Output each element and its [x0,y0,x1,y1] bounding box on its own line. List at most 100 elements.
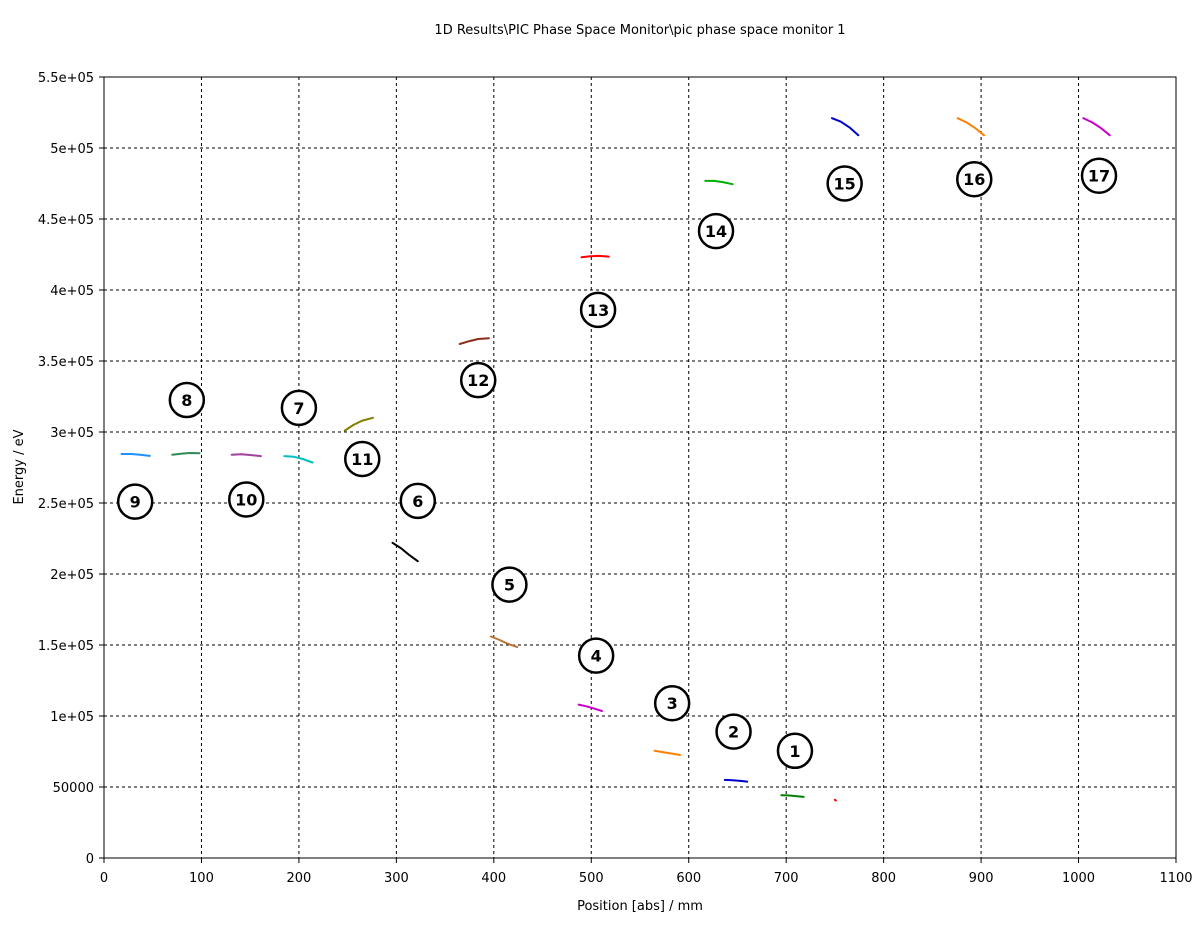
series-line-4 [653,749,681,756]
y-tick-label: 2e+05 [50,568,94,583]
series-line-9 [283,455,314,464]
series-line-12 [120,453,151,457]
annotation-marker-3: 3 [653,684,691,722]
annotation-circle [1080,157,1118,194]
annotation-circle [956,160,993,198]
series-line-8 [343,416,374,432]
annotation-label: 1 [789,742,800,761]
annotation-label: 7 [293,399,304,418]
series-line-13 [458,337,490,345]
annotation-marker-17: 17 [1080,157,1118,194]
annotation-marker-6: 6 [399,482,437,520]
x-tick-label: 200 [286,871,311,886]
series-line-1 [833,798,837,802]
annotation-label: 16 [963,170,985,189]
series-line-14 [580,254,610,259]
y-tick-label: 1.5e+05 [38,639,94,654]
x-tick-label: 300 [384,871,409,886]
x-tick-label: 400 [481,871,506,886]
plot-frame [103,76,1177,859]
x-tick-label: 800 [871,871,896,886]
annotation-label: 14 [705,222,727,241]
annotation-circle [826,165,863,202]
series-line-7 [391,541,419,563]
annotation-marker-8: 8 [168,381,206,419]
y-tick-label: 0 [86,852,94,867]
annotation-circle [228,481,265,518]
y-axis-ticks: 0 50000 1e+05 1.5e+05 2e+05 2.5e+05 3e+05 3.5e+… [38,71,104,867]
x-tick-label: 900 [969,871,994,886]
y-tick-label: 5.5e+05 [38,71,94,86]
series-line-18 [1082,117,1111,137]
annotation-marker-2: 2 [715,713,752,750]
x-tick-label: 700 [774,871,799,886]
x-tick-label: 500 [579,871,604,886]
annotation-circle [577,637,615,674]
series-line-17 [956,117,985,137]
y-tick-label: 50000 [53,781,94,796]
annotation-label: 9 [130,493,141,512]
annotation-label: 10 [235,490,257,509]
annotation-marker-1: 1 [776,732,814,770]
series-layer [120,117,1111,802]
annotation-circle [459,361,497,399]
y-tick-label: 4.5e+05 [38,213,94,228]
annotation-label: 2 [728,723,739,742]
annotation-marker-11: 11 [344,440,381,478]
annotation-circle [344,440,381,478]
annotation-label: 13 [587,301,609,320]
x-tick-label: 100 [189,871,214,886]
x-tick-label: 600 [676,871,701,886]
annotation-label: 5 [504,576,515,595]
annotation-label: 12 [467,371,489,390]
x-axis-label: Position [abs] / mm [577,899,703,914]
annotation-marker-4: 4 [577,637,615,674]
annotation-circle [653,684,691,722]
series-line-11 [171,452,201,456]
x-tick-label: 1000 [1062,871,1095,886]
annotation-label: 3 [667,694,678,713]
y-tick-label: 3.5e+05 [38,355,94,370]
annotation-label: 11 [351,450,373,469]
y-tick-label: 2.5e+05 [38,497,94,512]
annotation-circle [116,483,154,520]
annotation-label: 17 [1088,167,1110,186]
annotation-circle [399,482,437,520]
annotation-marker-10: 10 [228,481,265,518]
annotation-marker-13: 13 [579,291,617,329]
annotation-marker-12: 12 [459,361,497,399]
annotation-label: 4 [591,647,602,666]
series-line-3 [723,778,749,783]
annotation-marker-15: 15 [826,165,863,202]
annotation-marker-16: 16 [956,160,993,198]
annotation-circle [579,291,617,329]
y-tick-label: 4e+05 [50,284,94,299]
annotation-label: 6 [412,492,423,511]
annotation-circle [715,713,752,750]
x-tick-label: 0 [100,871,108,886]
annotation-circle [168,381,206,419]
series-line-2 [780,794,805,798]
annotation-circle [697,212,735,250]
y-tick-label: 1e+05 [50,710,94,725]
y-axis-label: Energy / eV [12,429,27,504]
series-line-5 [577,703,603,712]
series-line-15 [704,179,734,186]
annotation-label: 15 [834,175,856,194]
annotation-label: 8 [181,391,192,410]
grid-layer [104,77,1176,858]
y-tick-label: 5e+05 [50,142,94,157]
x-axis-ticks: 0 100 200 300 400 500 600 700 800 900 1000 1100 [100,858,1193,886]
series-line-10 [230,453,262,458]
series-line-16 [831,117,860,137]
y-tick-label: 3e+05 [50,426,94,441]
annotation-marker-7: 7 [280,389,318,427]
annotation-marker-5: 5 [491,566,528,603]
x-tick-label: 1100 [1159,871,1192,886]
annotation-marker-14: 14 [697,212,735,250]
chart-title: 1D Results\PIC Phase Space Monitor\pic p… [434,23,845,38]
annotation-marker-9: 9 [116,483,154,520]
annotation-circle [776,732,814,770]
